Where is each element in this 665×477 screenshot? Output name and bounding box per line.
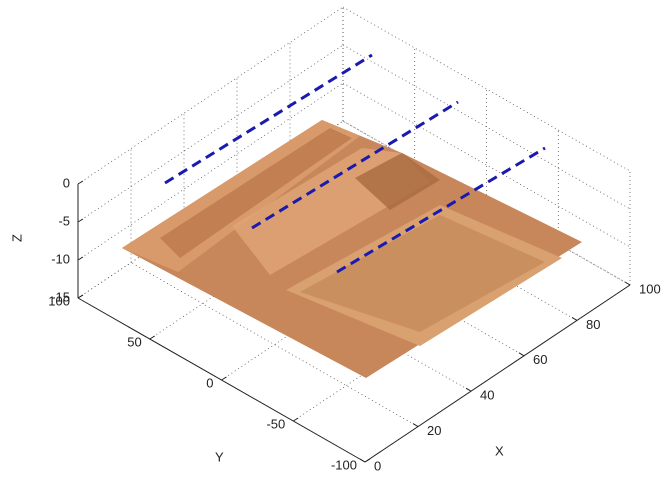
y-tick-label: 50 [127, 334, 141, 349]
x-tick [519, 353, 524, 356]
z-tick-label: -15 [51, 289, 70, 304]
y-tick-label: -50 [266, 416, 285, 431]
x-tick [360, 459, 365, 462]
y-axis-label: Y [215, 449, 224, 464]
x-tick [413, 424, 418, 427]
z-tick-label: -10 [51, 251, 70, 266]
y-tick [150, 336, 155, 339]
z-tick [78, 181, 83, 184]
x-tick [466, 388, 471, 391]
chart: 020406080100-100-50050100-15-10-50 X Y Z [0, 0, 665, 477]
y-tick [222, 377, 227, 380]
x-tick-label: 80 [586, 317, 600, 332]
z-axis-label: Z [9, 234, 24, 242]
z-tick [78, 257, 83, 260]
x-tick-label: 100 [639, 281, 661, 296]
z-tick-label: -5 [58, 213, 70, 228]
x-tick-label: 60 [533, 352, 547, 367]
surface [122, 55, 582, 378]
x-tick-label: 0 [374, 458, 381, 473]
y-tick-label: 0 [206, 375, 213, 390]
z-tick-label: 0 [63, 175, 70, 190]
x-tick [572, 317, 577, 320]
y-tick-label: -100 [331, 457, 357, 472]
y-tick [293, 418, 298, 421]
z-tick [78, 219, 83, 222]
x-tick [625, 282, 630, 285]
y-tick [365, 459, 370, 462]
x-tick-label: 20 [427, 423, 441, 438]
x-tick-label: 40 [480, 388, 494, 403]
x-axis-label: X [495, 443, 504, 458]
z-tick [78, 295, 83, 298]
